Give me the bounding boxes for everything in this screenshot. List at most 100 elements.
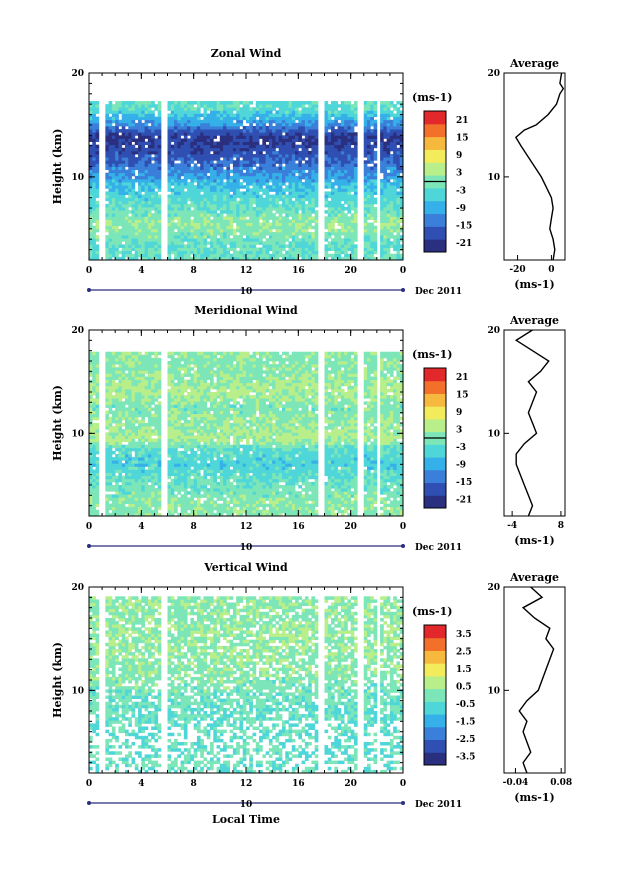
heatmap-cell — [389, 166, 394, 171]
heatmap-cell — [281, 129, 286, 133]
heatmap-cell — [236, 216, 240, 220]
heatmap-cell — [304, 185, 309, 189]
heatmap-cell — [210, 141, 214, 146]
heatmap-cell — [213, 172, 217, 177]
heatmap-cell — [226, 119, 231, 124]
heatmap-cell — [347, 113, 352, 118]
heatmap-cell — [389, 144, 394, 149]
heatmap-cell — [389, 147, 394, 152]
heatmap-cell — [180, 132, 185, 136]
heatmap-cell — [327, 191, 332, 195]
heatmap-cell — [399, 219, 404, 223]
heatmap-cell — [128, 491, 132, 495]
heatmap-cell — [108, 116, 113, 121]
heatmap-cell — [268, 150, 273, 155]
heatmap-cell — [174, 244, 178, 248]
heatmap-cell — [131, 129, 136, 133]
heatmap-cell — [281, 231, 286, 236]
heatmap-cell — [115, 197, 119, 202]
heatmap-cell — [288, 110, 293, 114]
heatmap-cell — [193, 231, 198, 236]
heatmap-cell — [95, 166, 100, 171]
heatmap-cell — [344, 216, 348, 220]
heatmap-cell — [177, 185, 181, 189]
heatmap-cell — [210, 144, 214, 149]
heatmap-cell — [265, 150, 270, 155]
heatmap-cell — [268, 247, 273, 252]
heatmap-cell — [134, 497, 139, 501]
heatmap-cell — [340, 138, 345, 142]
heatmap-cell — [121, 122, 126, 127]
heatmap-cell — [92, 364, 96, 368]
heatmap-cell — [246, 222, 250, 227]
heatmap-cell — [170, 147, 175, 152]
heatmap-cell — [111, 478, 116, 483]
heatmap-cell — [131, 426, 136, 430]
heatmap-cell — [154, 213, 159, 217]
heatmap-cell — [131, 410, 136, 415]
heatmap-cell — [295, 256, 299, 261]
heatmap-cell — [138, 444, 142, 449]
heatmap-cell — [167, 107, 172, 111]
heatmap-cell — [291, 175, 296, 180]
heatmap-cell — [219, 129, 224, 133]
heatmap-cell — [95, 250, 100, 255]
x-tick-label: 0 — [86, 266, 92, 276]
heatmap-cell — [386, 231, 391, 236]
heatmap-cell — [386, 135, 391, 139]
heatmap-cell — [167, 213, 172, 217]
heatmap-cell — [324, 250, 329, 255]
heatmap-cell — [363, 231, 368, 236]
heatmap-cell — [298, 182, 303, 186]
heatmap-cell — [298, 110, 303, 114]
heatmap-cell — [285, 107, 289, 111]
heatmap-cell — [308, 235, 312, 239]
heatmap-cell — [236, 122, 240, 127]
heatmap-cell — [124, 354, 129, 359]
heatmap-cell — [327, 110, 332, 114]
heatmap-cell — [92, 357, 96, 362]
heatmap-cell — [124, 351, 129, 356]
heatmap-cell — [203, 110, 208, 114]
heatmap-cell — [389, 197, 394, 202]
heatmap-cell — [337, 166, 342, 171]
heatmap-cell — [262, 225, 267, 230]
heatmap-cell — [95, 238, 100, 242]
heatmap-cell — [124, 157, 129, 161]
heatmap-cell — [170, 150, 175, 155]
heatmap-cell — [380, 207, 384, 211]
heatmap-cell — [89, 150, 93, 155]
heatmap-cell — [298, 172, 303, 177]
heatmap-cell — [89, 395, 93, 399]
heatmap-cell — [367, 154, 371, 158]
heatmap-cell — [147, 194, 152, 199]
heatmap-cell — [226, 222, 231, 227]
heatmap-cell — [324, 256, 329, 261]
heatmap-cell — [278, 203, 283, 208]
heatmap-cell — [340, 197, 345, 202]
heatmap-cell — [268, 160, 273, 164]
heatmap-cell — [380, 163, 384, 167]
heatmap-cell — [95, 354, 100, 359]
heatmap-cell — [147, 203, 152, 208]
heatmap-cell — [324, 238, 329, 242]
heatmap-cell — [304, 147, 309, 152]
heatmap-cell — [134, 367, 139, 371]
heatmap-cell — [347, 119, 352, 124]
heatmap-cell — [301, 238, 306, 242]
heatmap-cell — [340, 191, 345, 195]
heatmap-cell — [200, 135, 204, 139]
heatmap-cell — [196, 107, 201, 111]
heatmap-cell — [399, 175, 404, 180]
heatmap-cell — [353, 104, 358, 108]
heatmap-cell — [196, 141, 201, 146]
x-tick-label: 4 — [138, 266, 144, 276]
heatmap-cell — [347, 188, 352, 192]
heatmap-cell — [115, 491, 119, 495]
heatmap-cell — [154, 166, 159, 171]
heatmap-cell — [350, 216, 355, 220]
heatmap-cell — [334, 107, 338, 111]
heatmap-cell — [246, 138, 250, 142]
heatmap-cell — [334, 182, 338, 186]
colorbar-tick-label: 21 — [456, 116, 469, 126]
